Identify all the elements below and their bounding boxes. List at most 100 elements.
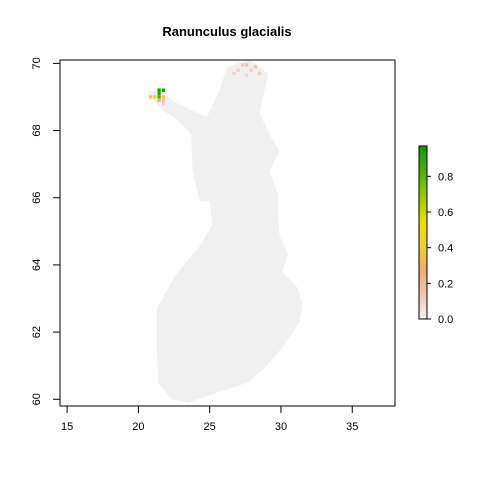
y-tick-label: 60 [31, 393, 43, 405]
colorbar-segment [419, 252, 427, 256]
colorbar-segment [419, 275, 427, 280]
raster-cell [232, 71, 236, 76]
colorbar-segment [419, 264, 427, 268]
colorbar-segment [419, 287, 427, 291]
colorbar-segment [419, 284, 427, 288]
raster-cell [236, 68, 240, 72]
y-tick-label: 68 [31, 124, 43, 136]
raster-region [147, 60, 303, 403]
colorbar-segment [419, 310, 427, 314]
colorbar-segment [419, 218, 427, 222]
colorbar-segment [419, 229, 427, 233]
x-tick-label: 20 [132, 421, 144, 433]
colorbar-segment [419, 238, 427, 242]
plot-area [147, 60, 303, 403]
colorbar-segment [419, 174, 427, 179]
colorbar-segment [419, 192, 427, 196]
colorbar-segment [419, 223, 427, 228]
x-tick-label: 25 [204, 421, 216, 433]
colorbar-segment [419, 267, 427, 271]
colorbar-segment [419, 290, 427, 294]
y-tick-label: 70 [31, 57, 43, 69]
x-tick-label: 30 [275, 421, 287, 433]
raster-cell [161, 95, 165, 99]
y-tick-label: 62 [31, 326, 43, 338]
colorbar-legend: 0.0 0.2 0.4 0.6 0.8 [418, 145, 453, 326]
colorbar-segment [419, 261, 427, 265]
colorbar-segment [419, 203, 427, 207]
y-axis: 60 62 64 66 68 70 [31, 57, 61, 405]
colorbar-segment [419, 186, 427, 190]
colorbar-segment [419, 295, 427, 300]
colorbar-segment [419, 215, 427, 219]
colorbar-tick-label: 0.2 [438, 278, 453, 290]
raster-cell [157, 98, 161, 102]
colorbar-segment [419, 209, 427, 213]
colorbar-segment [419, 160, 427, 164]
colorbar-segment [419, 197, 427, 202]
colorbar-segment [419, 206, 427, 210]
x-axis: 15 20 25 30 35 [61, 405, 358, 433]
raster-cell [157, 88, 161, 92]
colorbar-segment [419, 307, 427, 311]
colorbar-segment [419, 151, 427, 156]
raster-cell [157, 95, 161, 99]
raster-cell [161, 98, 165, 102]
colorbar-segment [419, 220, 427, 225]
colorbar-segment [419, 166, 427, 170]
colorbar-segment [419, 249, 427, 254]
colorbar-segment [419, 301, 427, 305]
colorbar-segment [419, 255, 427, 259]
colorbar-frame [418, 145, 428, 320]
colorbar-segment [419, 281, 427, 285]
colorbar-segment [419, 298, 427, 303]
colorbar-segment [419, 269, 427, 274]
colorbar-segment [419, 180, 427, 184]
colorbar-segment [419, 163, 427, 167]
raster-cell [148, 95, 153, 99]
colorbar-segment [419, 316, 427, 320]
colorbar-segment [419, 258, 427, 262]
colorbar-segment [419, 195, 427, 199]
x-tick-label: 15 [61, 421, 73, 433]
colorbar-segment [419, 226, 427, 231]
raster-cell [157, 91, 161, 96]
colorbar-segment [419, 244, 427, 248]
colorbar-segment [419, 241, 427, 245]
raster-cell [249, 68, 253, 72]
colorbar-segment [419, 293, 427, 297]
raster-cell [240, 63, 245, 67]
colorbar-segment [419, 313, 427, 317]
colorbar-segment [419, 272, 427, 277]
colorbar-tick-label: 0.6 [438, 207, 453, 219]
y-tick-label: 64 [31, 259, 43, 271]
colorbar-segment [419, 183, 427, 187]
raster-cell [253, 65, 257, 69]
colorbar-segment [419, 148, 427, 153]
y-tick-label: 66 [31, 192, 43, 204]
colorbar-segment [419, 157, 427, 161]
colorbar-segment [419, 177, 427, 181]
raster-cell [153, 95, 157, 99]
colorbar-segment [419, 304, 427, 308]
colorbar-segment [419, 189, 427, 193]
colorbar-segment [419, 278, 427, 282]
colorbar-segment [419, 146, 427, 150]
x-tick-label: 35 [346, 421, 358, 433]
colorbar-segment [419, 200, 427, 205]
colorbar-segment [419, 169, 427, 173]
raster-cell [161, 88, 165, 92]
colorbar-tick-label: 0.0 [438, 314, 453, 326]
colorbar-segment [419, 246, 427, 251]
colorbar-tick-label: 0.4 [438, 243, 453, 255]
chart-title: Ranunculus glacialis [162, 24, 291, 39]
raster-cell [245, 73, 249, 77]
colorbar-segment [419, 212, 427, 216]
raster-cell [258, 71, 262, 76]
colorbar-segment [419, 232, 427, 236]
colorbar-segment [419, 171, 427, 176]
colorbar-tick-label: 0.8 [438, 171, 453, 183]
colorbar-segment [419, 235, 427, 239]
raster-cell [245, 63, 249, 67]
